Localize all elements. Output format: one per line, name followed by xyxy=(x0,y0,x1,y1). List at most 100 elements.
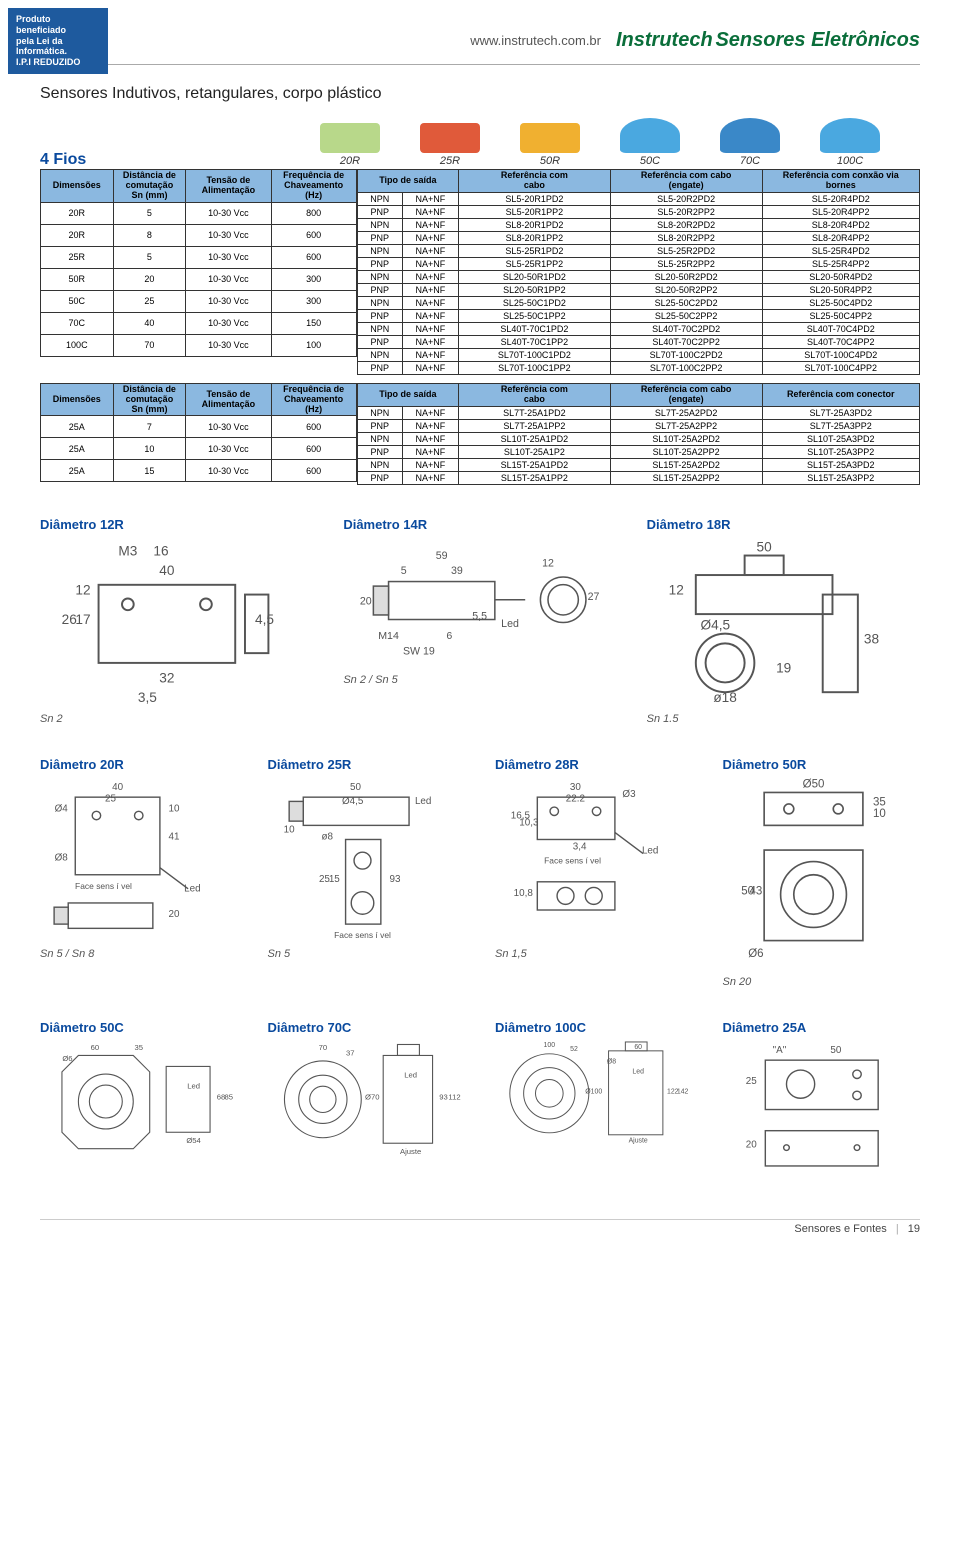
table-header: Referência com cabo (engate) xyxy=(610,383,762,406)
table-cell: SL15T-25A2PD2 xyxy=(610,458,762,471)
table-cell: PNP xyxy=(357,445,402,458)
diagram-title: Diâmetro 70C xyxy=(268,1020,466,1035)
table-cell: SL40T-70C2PD2 xyxy=(610,322,762,335)
section-title: Sensores Indutivos, retangulares, corpo … xyxy=(40,85,920,103)
table-cell: SL15T-25A1PP2 xyxy=(458,471,610,484)
page-number: 19 xyxy=(908,1223,920,1235)
table-cell: 70C xyxy=(41,312,114,334)
dim-label: "A" xyxy=(772,1045,786,1056)
dim-label: 10 xyxy=(872,808,885,820)
table-header: Referência com conector xyxy=(762,383,919,406)
diagram-cell: Diâmetro 70C 7037Led 93112Ø70 Ajuste xyxy=(268,1008,466,1194)
dim-label: 32 xyxy=(159,670,174,685)
dim-label: 10 xyxy=(283,825,294,836)
dim-label: 4,5 xyxy=(255,611,274,626)
table-cell: SL25-50C2PD2 xyxy=(610,296,762,309)
product-shape: 100C xyxy=(820,118,880,167)
dim-label: 59 xyxy=(436,549,448,561)
dim-label: Ø50 xyxy=(802,779,824,791)
table-cell: 600 xyxy=(271,438,356,460)
table-cell: 7 xyxy=(113,416,186,438)
table-cell: NA+NF xyxy=(402,322,458,335)
diagrams-row-3: Diâmetro 50C 6035Ø6 Led6885 Ø54 Diâmetro… xyxy=(40,1008,920,1194)
dim-label: Led xyxy=(632,1068,644,1075)
table-cell: SL40T-70C2PP2 xyxy=(610,335,762,348)
table-cell: SL5-25R2PD2 xyxy=(610,244,762,257)
table-cell: PNP xyxy=(357,257,402,270)
diagram-cell: Diâmetro 14R 59395 M14SW 1920 6Led5,5 12… xyxy=(343,505,616,726)
dim-label: 35 xyxy=(134,1043,143,1052)
table-cell: 40 xyxy=(113,312,186,334)
dim-label: 20 xyxy=(360,595,372,607)
table-cell: 100C xyxy=(41,334,114,356)
table-header: Referência com cabo xyxy=(458,383,610,406)
table-cell: 10-30 Vcc xyxy=(186,202,271,224)
table-cell: 100 xyxy=(271,334,356,356)
diagram-cell: Diâmetro 28R 3022.2Ø3 16,510,33,4 LedFac… xyxy=(495,745,693,988)
table-cell: NA+NF xyxy=(402,406,458,419)
table-cell: SL8-20R1PD2 xyxy=(458,218,610,231)
diagram-title: Diâmetro 50C xyxy=(40,1020,238,1035)
dim-label: Led xyxy=(187,1081,200,1090)
dim-label: 3,4 xyxy=(573,842,587,853)
table-cell: NPN xyxy=(357,296,402,309)
table-cell: NA+NF xyxy=(402,419,458,432)
table-cell: 25 xyxy=(113,290,186,312)
dim-label: 37 xyxy=(346,1048,355,1057)
diagram-title: Diâmetro 18R xyxy=(647,517,920,532)
table-header: Dimensões xyxy=(41,170,114,203)
dim-label: Ajuste xyxy=(629,1137,648,1144)
table-cell: 150 xyxy=(271,312,356,334)
diagram-title: Diâmetro 100C xyxy=(495,1020,693,1035)
dim-label: Ø100 xyxy=(585,1088,602,1095)
table-cell: SL20-50R4PP2 xyxy=(762,283,919,296)
product-images-row: 20R25R50R50C70C100C xyxy=(320,118,920,167)
table-cell: SL25-50C4PP2 xyxy=(762,309,919,322)
dim-label: Face sens í vel xyxy=(75,881,132,891)
dim-label: M3 xyxy=(118,543,137,558)
product-label: 100C xyxy=(820,155,880,167)
dim-label: Ø6 xyxy=(62,1054,72,1063)
technical-drawing: 6035Ø6 Led6885 Ø54 xyxy=(40,1039,238,1160)
table-cell: SL5-20R4PP2 xyxy=(762,205,919,218)
technical-drawing: 1005260 Led122142 Ø100Ø8Ajuste xyxy=(495,1039,693,1148)
table-cell: 600 xyxy=(271,416,356,438)
sn-label: Sn 2 / Sn 5 xyxy=(343,674,616,686)
fios-label: 4 Fios xyxy=(40,151,86,169)
table-cell: 600 xyxy=(271,224,356,246)
table-cell: SL40T-70C4PD2 xyxy=(762,322,919,335)
dim-label: 43 xyxy=(749,886,762,898)
product-label: 25R xyxy=(420,155,480,167)
table-cell: SL7T-25A2PD2 xyxy=(610,406,762,419)
technical-drawing: Ø503510 5043Ø6 xyxy=(723,776,921,974)
dim-label: 60 xyxy=(91,1043,100,1052)
sn-label: Sn 1,5 xyxy=(495,948,693,960)
table-cell: SL40T-70C4PP2 xyxy=(762,335,919,348)
table-cell: SL10T-25A2PD2 xyxy=(610,432,762,445)
table-cell: 50C xyxy=(41,290,114,312)
dim-label: 19 xyxy=(776,660,791,675)
table-cell: SL5-25R1PD2 xyxy=(458,244,610,257)
table-cell: 8 xyxy=(113,224,186,246)
table-cell: SL70T-100C2PD2 xyxy=(610,348,762,361)
dim-label: Ø54 xyxy=(186,1136,201,1145)
dim-label: 3,5 xyxy=(138,690,157,705)
table-header: Dimensões xyxy=(41,383,114,416)
table-cell: SL7T-25A1PD2 xyxy=(458,406,610,419)
dim-label: 50 xyxy=(756,539,772,554)
table-cell: SL40T-70C1PP2 xyxy=(458,335,610,348)
dim-label: Ø8 xyxy=(607,1058,616,1065)
table-cell: SL10T-25A3PP2 xyxy=(762,445,919,458)
dim-label: Ø8 xyxy=(55,853,69,864)
table-cell: NA+NF xyxy=(402,348,458,361)
table-cell: 10-30 Vcc xyxy=(186,224,271,246)
table-cell: 10-30 Vcc xyxy=(186,268,271,290)
table-cell: NA+NF xyxy=(402,257,458,270)
dim-label: 5,5 xyxy=(473,610,488,622)
table-cell: SL25-50C4PD2 xyxy=(762,296,919,309)
dim-label: 20 xyxy=(169,909,180,920)
table-cell: NPN xyxy=(357,458,402,471)
dim-label: 142 xyxy=(677,1088,689,1095)
table-cell: SL15T-25A2PP2 xyxy=(610,471,762,484)
diagram-title: Diâmetro 25R xyxy=(268,757,466,772)
